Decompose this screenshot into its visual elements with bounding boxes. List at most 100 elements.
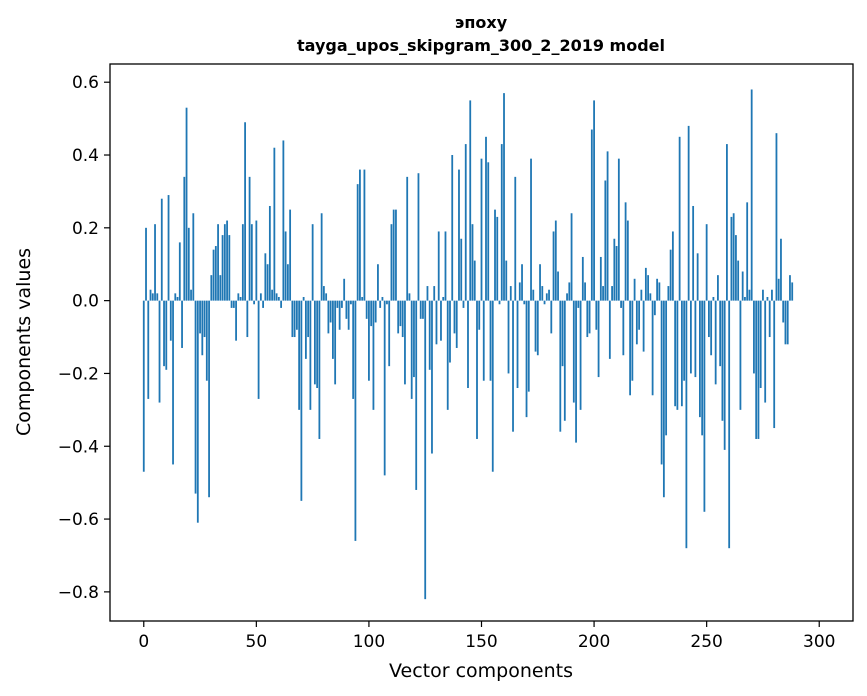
bar-220 [638,300,641,330]
bar-83 [329,300,332,323]
bar-26 [201,300,204,356]
bar-158 [498,300,501,305]
bar-64 [286,264,289,301]
bar-230 [660,300,663,465]
bar-39 [230,300,233,308]
bar-207 [608,300,611,359]
bar-125 [424,300,427,600]
bar-143 [464,144,467,301]
y-tick-label: 0.0 [72,292,99,312]
bar-262 [732,213,735,301]
bar-283 [780,238,782,301]
bar-189 [568,282,571,301]
bar-161 [505,260,508,301]
bar-106 [381,296,384,301]
bar-55 [266,264,269,301]
bar-226 [651,300,654,396]
bar-60 [277,296,280,301]
y-tick-label: −0.6 [58,510,99,530]
bar-239 [680,300,683,407]
bar-48 [250,224,253,301]
bar-248 [701,300,704,436]
bar-185 [559,300,562,432]
bar-271 [753,300,755,374]
bar-18 [183,176,186,301]
bar-199 [590,129,593,301]
bar-74 [309,300,312,410]
bar-211 [617,158,620,301]
bar-238 [678,136,681,301]
bar-251 [708,300,710,338]
bar-67 [293,300,296,338]
bar-132 [440,300,442,341]
bar-208 [611,286,613,301]
bar-236 [674,300,677,407]
bar-80 [322,286,325,301]
bar-29 [208,300,210,498]
bar-203 [599,256,602,301]
bars-group [142,89,794,600]
bar-90 [345,300,348,319]
bar-71 [302,296,305,301]
bar-258 [723,300,726,450]
bar-243 [689,300,692,374]
bar-96 [359,169,361,301]
bar-261 [730,216,733,301]
bar-173 [532,289,535,301]
bar-152 [485,136,487,301]
bar-109 [388,300,391,367]
bar-213 [622,300,625,356]
bar-282 [777,278,780,301]
bar-166 [516,300,519,388]
bar-145 [469,100,472,301]
bar-266 [741,271,744,301]
bar-4 [151,293,154,301]
bar-263 [735,235,737,301]
bar-43 [239,296,242,301]
bar-181 [550,300,553,334]
bar-216 [629,300,631,396]
bar-28 [205,300,208,381]
bar-217 [631,300,634,381]
bar-157 [496,216,499,301]
bar-165 [514,176,517,301]
bar-51 [257,300,260,399]
bar-92 [350,300,352,305]
bar-13 [172,300,174,465]
bar-3 [149,289,152,301]
bar-233 [667,286,670,301]
bar-120 [413,300,415,378]
bar-11 [167,195,170,301]
bar-201 [595,300,598,330]
bar-24 [196,300,199,523]
bar-99 [365,300,368,319]
bar-235 [671,231,674,301]
bar-95 [356,184,359,301]
bar-63 [284,231,287,301]
bar-172 [530,158,532,301]
bar-102 [372,300,375,410]
bar-128 [431,300,433,454]
bar-117 [406,176,409,301]
bar-164 [512,300,514,432]
bar-36 [223,224,226,301]
bar-214 [624,202,627,301]
bar-256 [719,300,722,367]
bar-107 [383,300,386,476]
bar-23 [194,300,197,494]
bar-42 [237,293,240,301]
bar-20 [187,227,190,301]
bar-191 [572,300,575,403]
x-tick-label: 200 [578,632,610,652]
bar-16 [178,242,181,301]
bar-87 [338,300,341,330]
bar-97 [361,296,364,301]
y-tick-label: 0.4 [72,146,99,166]
bar-54 [264,253,267,301]
bar-86 [336,300,339,308]
bar-186 [561,300,564,367]
bar-259 [726,144,728,301]
bar-215 [626,220,629,301]
bar-195 [581,256,584,301]
bar-176 [539,264,541,301]
